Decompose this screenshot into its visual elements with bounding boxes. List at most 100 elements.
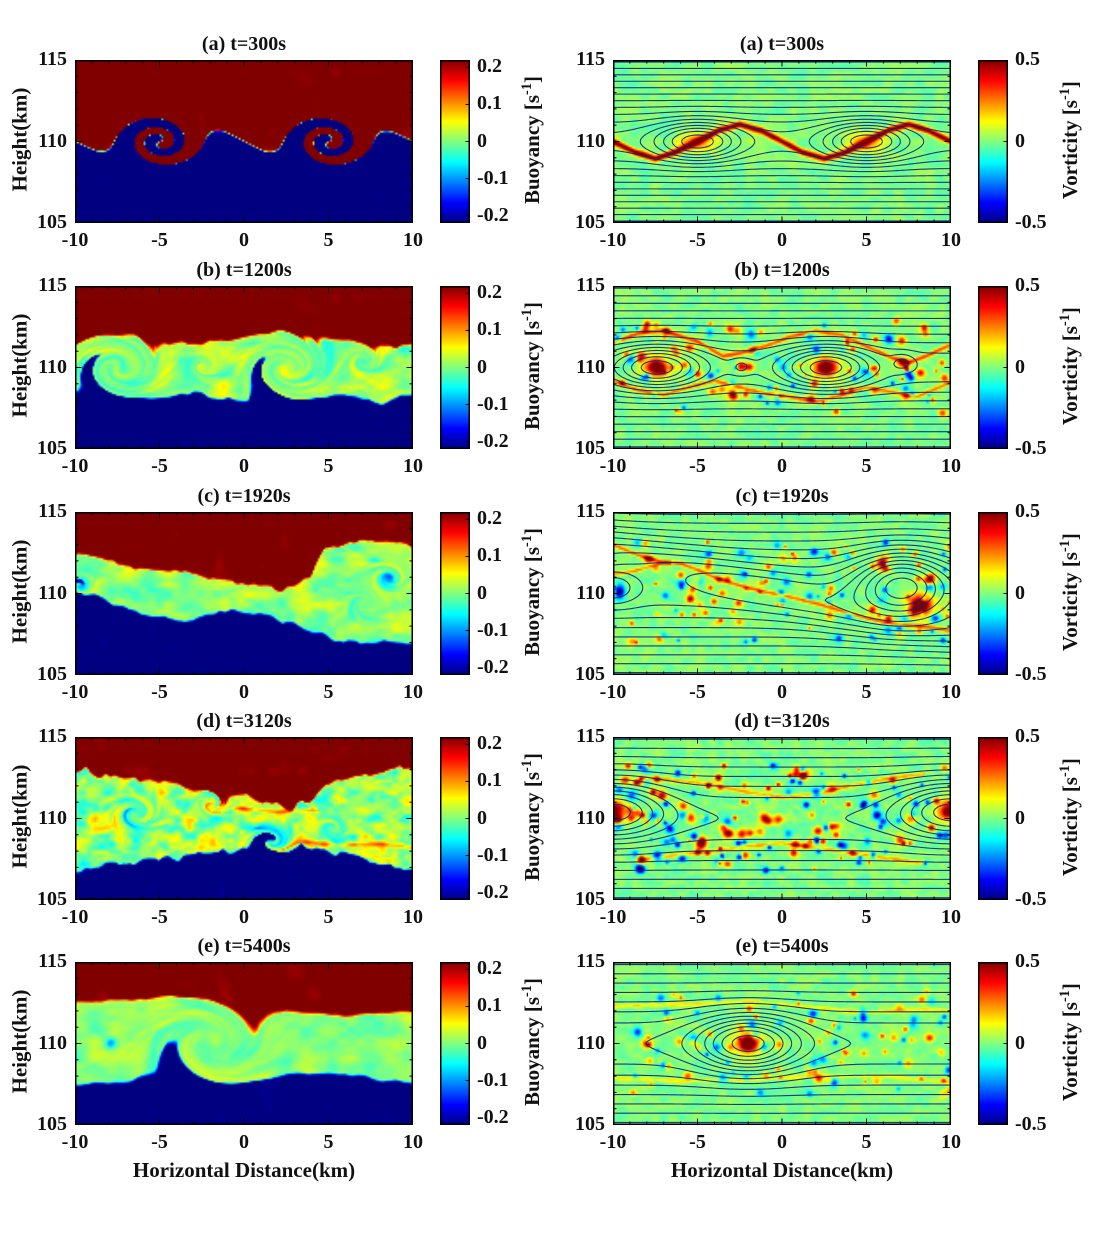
colorbar-tick-label: 0.2 bbox=[477, 507, 502, 530]
colorbar-vorticity bbox=[978, 737, 1008, 900]
x-tick-label: 10 bbox=[941, 906, 961, 928]
x-tick-label: 10 bbox=[403, 906, 423, 928]
x-tick-label: 0 bbox=[777, 906, 787, 928]
colorbar-tick-label: -0.5 bbox=[1015, 211, 1047, 233]
x-tick-label: 0 bbox=[239, 1131, 249, 1153]
colorbar-tick-label: -0.2 bbox=[477, 429, 509, 452]
y-tick-label: 110 bbox=[576, 806, 605, 829]
colorbar-vorticity bbox=[978, 512, 1008, 675]
colorbar-buoyancy bbox=[440, 286, 470, 449]
colorbar-unit-label: Vorticity [s-1] bbox=[1056, 80, 1082, 199]
panel-title-a-buoyancy: (a) t=300s bbox=[201, 33, 287, 55]
x-axis-label: Horizontal Distance(km) bbox=[132, 1158, 356, 1182]
colorbar-tick-label: 0 bbox=[477, 581, 487, 604]
y-axis-label: Height(km) bbox=[7, 989, 32, 1093]
colorbar-unit-label: Buoyancy [s-1] bbox=[518, 977, 544, 1106]
panel-title-d-buoyancy: (d) t=3120s bbox=[196, 710, 292, 732]
colorbar-unit-label: Buoyancy [s-1] bbox=[518, 301, 544, 430]
x-tick-label: 10 bbox=[941, 1131, 961, 1153]
x-tick-label: -10 bbox=[61, 229, 89, 251]
y-tick-label: 115 bbox=[576, 48, 605, 70]
heatmap-buoyancy-a bbox=[75, 60, 413, 223]
colorbar-tick-label: -0.5 bbox=[1015, 437, 1047, 459]
y-axis-label: Height(km) bbox=[7, 87, 32, 191]
x-tick-label: 0 bbox=[239, 229, 249, 251]
y-tick-label: 110 bbox=[38, 806, 67, 829]
heatmap-vorticity-c bbox=[613, 512, 951, 675]
y-tick-label: 105 bbox=[37, 663, 67, 685]
colorbar-tick-label: 0 bbox=[1015, 1031, 1025, 1054]
colorbar-tick-label: 0.5 bbox=[1015, 48, 1040, 70]
x-tick-label: 10 bbox=[403, 681, 423, 703]
heatmap-vorticity-e bbox=[613, 962, 951, 1125]
x-tick-label: -5 bbox=[151, 455, 168, 477]
panel-title-e-buoyancy: (e) t=5400s bbox=[197, 935, 291, 957]
y-tick-label: 110 bbox=[576, 129, 605, 152]
colorbar-tick-label: 0 bbox=[1015, 355, 1025, 378]
colorbar-tick-label: -0.1 bbox=[477, 843, 509, 866]
x-tick-label: 5 bbox=[861, 229, 872, 251]
y-tick-label: 110 bbox=[576, 355, 605, 378]
colorbar-unit-label: Vorticity [s-1] bbox=[1056, 757, 1082, 876]
colorbar-tick-label: 0.2 bbox=[477, 55, 502, 78]
x-tick-label: 0 bbox=[777, 229, 787, 251]
y-tick-label: 110 bbox=[576, 1031, 605, 1054]
colorbar-buoyancy bbox=[440, 512, 470, 675]
heatmap-buoyancy-c bbox=[75, 512, 413, 675]
y-tick-label: 105 bbox=[37, 437, 67, 459]
x-tick-label: -10 bbox=[599, 229, 627, 251]
x-tick-label: -10 bbox=[61, 455, 89, 477]
x-tick-label: -10 bbox=[61, 906, 89, 928]
colorbar-unit-label: Buoyancy [s-1] bbox=[518, 752, 544, 881]
x-tick-label: 0 bbox=[777, 1131, 787, 1153]
x-tick-label: 5 bbox=[323, 1131, 334, 1153]
x-tick-label: 10 bbox=[941, 455, 961, 477]
heatmap-buoyancy-b bbox=[75, 286, 413, 449]
y-tick-label: 105 bbox=[37, 888, 67, 910]
y-tick-label: 115 bbox=[38, 500, 67, 522]
x-tick-label: -10 bbox=[599, 906, 627, 928]
colorbar-buoyancy bbox=[440, 60, 470, 223]
y-axis-label: Height(km) bbox=[7, 764, 32, 868]
colorbar-tick-label: -0.1 bbox=[477, 1068, 509, 1091]
colorbar-buoyancy bbox=[440, 737, 470, 900]
y-tick-label: 115 bbox=[38, 950, 67, 972]
colorbar-tick-label: 0.2 bbox=[477, 281, 502, 304]
x-tick-label: 10 bbox=[403, 1131, 423, 1153]
x-tick-label: -10 bbox=[599, 1131, 627, 1153]
y-axis-label: Height(km) bbox=[7, 313, 32, 417]
heatmap-vorticity-b bbox=[613, 286, 951, 449]
colorbar-tick-label: 0.2 bbox=[477, 957, 502, 980]
colorbar-tick-label: 0 bbox=[477, 806, 487, 829]
y-tick-label: 115 bbox=[576, 500, 605, 522]
x-tick-label: -5 bbox=[689, 906, 706, 928]
colorbar-unit-label: Vorticity [s-1] bbox=[1056, 306, 1082, 425]
x-tick-label: -10 bbox=[599, 455, 627, 477]
colorbar-tick-label: -0.2 bbox=[477, 880, 509, 903]
panel-title-b-vorticity: (b) t=1200s bbox=[734, 259, 830, 281]
x-tick-label: 5 bbox=[323, 455, 334, 477]
panel-title-e-vorticity: (e) t=5400s bbox=[735, 935, 829, 957]
colorbar-unit-label: Buoyancy [s-1] bbox=[518, 75, 544, 204]
colorbar-tick-label: -0.5 bbox=[1015, 663, 1047, 685]
colorbar-vorticity bbox=[978, 962, 1008, 1125]
colorbar-tick-label: 0.5 bbox=[1015, 500, 1040, 522]
colorbar-tick-label: 0.5 bbox=[1015, 725, 1040, 747]
x-tick-label: 5 bbox=[323, 681, 334, 703]
colorbar-tick-label: -0.1 bbox=[477, 166, 509, 189]
panel-title-c-vorticity: (c) t=1920s bbox=[735, 485, 829, 507]
colorbar-tick-label: -0.2 bbox=[477, 655, 509, 678]
heatmap-buoyancy-d bbox=[75, 737, 413, 900]
colorbar-tick-label: -0.2 bbox=[477, 1105, 509, 1128]
heatmap-vorticity-d bbox=[613, 737, 951, 900]
x-tick-label: -5 bbox=[151, 906, 168, 928]
x-tick-label: 5 bbox=[861, 455, 872, 477]
heatmap-buoyancy-e bbox=[75, 962, 413, 1125]
y-tick-label: 105 bbox=[575, 1113, 605, 1135]
x-tick-label: -5 bbox=[151, 229, 168, 251]
colorbar-tick-label: -0.1 bbox=[477, 392, 509, 415]
panel-title-a-vorticity: (a) t=300s bbox=[739, 33, 825, 55]
x-tick-label: 10 bbox=[403, 455, 423, 477]
colorbar-tick-label: 0 bbox=[1015, 581, 1025, 604]
x-tick-label: 5 bbox=[323, 229, 334, 251]
